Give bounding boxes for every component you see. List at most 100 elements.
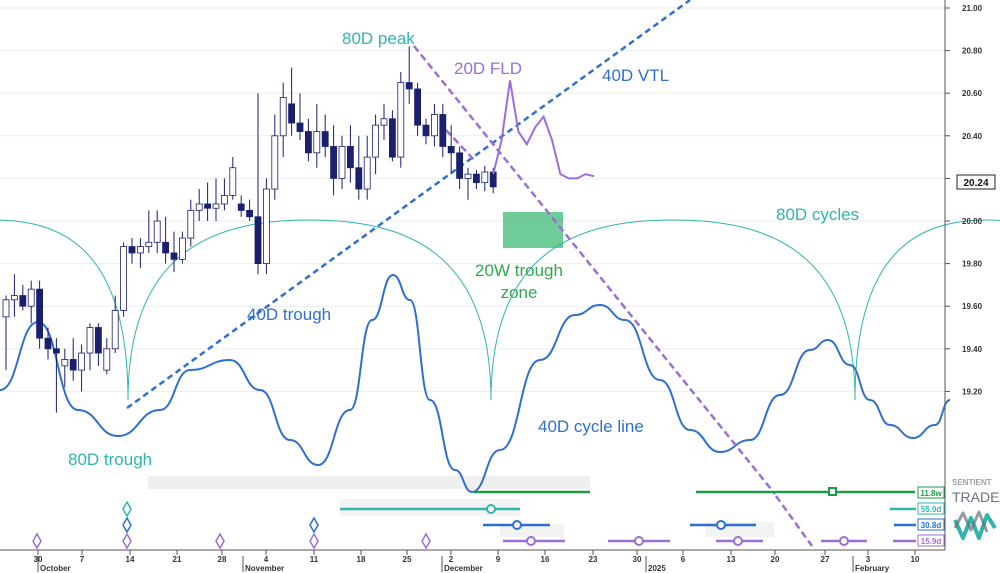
candle-body bbox=[27, 288, 35, 307]
y-tick-label: 21.00 bbox=[962, 4, 983, 13]
cycles-80d-arcs bbox=[0, 219, 1000, 401]
cycle-line-40d bbox=[0, 273, 951, 494]
cycle-phase-lines bbox=[340, 487, 916, 546]
candle-body bbox=[388, 118, 396, 158]
annotation-20w-trough: 20W trough bbox=[475, 261, 563, 280]
candle-body bbox=[170, 252, 178, 260]
annotation-40d-vtl: 40D VTL bbox=[602, 66, 669, 85]
candle-body bbox=[422, 124, 430, 137]
candle-body bbox=[330, 146, 338, 179]
x-tick-label: 23 bbox=[589, 555, 598, 564]
phase-marker bbox=[716, 520, 726, 530]
phase-marker bbox=[733, 536, 743, 546]
y-tick-label: 20.40 bbox=[962, 132, 983, 141]
month-label: November bbox=[245, 564, 284, 573]
vtl-line bbox=[126, 0, 691, 410]
phase-marker bbox=[839, 536, 849, 546]
cycle-diamonds bbox=[32, 500, 431, 550]
y-tick-label: 20.00 bbox=[962, 217, 983, 226]
cycle-label-15-9d: 15.9d bbox=[921, 537, 942, 546]
candle-body bbox=[10, 295, 18, 301]
candle-body bbox=[481, 171, 489, 184]
month-label: October bbox=[40, 564, 71, 573]
phase-marker bbox=[828, 487, 837, 496]
annotation-80d-trough: 80D trough bbox=[68, 450, 152, 469]
candle-body bbox=[95, 327, 102, 354]
candle-body bbox=[44, 337, 52, 350]
candle-body bbox=[78, 352, 85, 371]
candle-body bbox=[204, 203, 212, 209]
candle-body bbox=[195, 203, 203, 211]
month-label: December bbox=[444, 564, 483, 573]
logo-text-top: SENTIENT bbox=[952, 478, 992, 487]
cycle-diamond bbox=[122, 500, 132, 518]
candle-body bbox=[111, 310, 119, 350]
cycle-diamond bbox=[309, 532, 319, 550]
y-tick-label: 20.80 bbox=[962, 47, 983, 56]
cycle-diamond bbox=[215, 532, 225, 550]
vtl-40d-line bbox=[126, 0, 691, 410]
candle-body bbox=[36, 288, 43, 339]
phase-marker bbox=[486, 504, 496, 514]
candle-body bbox=[237, 203, 245, 211]
cycle-diamond bbox=[421, 532, 431, 550]
candle-body bbox=[380, 118, 388, 126]
candle-body bbox=[414, 88, 422, 126]
candle-body bbox=[489, 171, 497, 188]
phase-marker bbox=[512, 520, 522, 530]
candle-body bbox=[464, 173, 472, 179]
candle-body bbox=[254, 216, 262, 265]
candle-body bbox=[372, 124, 380, 158]
candle-body bbox=[53, 348, 60, 354]
candle-body bbox=[288, 103, 296, 124]
x-tick-label: 25 bbox=[403, 555, 412, 564]
candle-body bbox=[103, 348, 111, 371]
y-tick-label: 20.60 bbox=[962, 89, 983, 98]
candle-body bbox=[405, 82, 413, 90]
x-tick-label: 9 bbox=[496, 555, 501, 564]
x-tick-label: 11 bbox=[310, 555, 319, 564]
x-tick-label: 7 bbox=[80, 555, 85, 564]
candle-body bbox=[86, 327, 94, 354]
x-tick-label: 6 bbox=[681, 555, 686, 564]
candle-body bbox=[120, 246, 127, 311]
band-top bbox=[148, 476, 590, 489]
cycle-label-55d: 55.0d bbox=[921, 505, 942, 514]
logo-text-bottom: TRADER bbox=[952, 489, 1000, 505]
candle-body bbox=[61, 359, 69, 367]
x-tick-label: 27 bbox=[821, 555, 830, 564]
candle-body bbox=[69, 359, 77, 371]
candle-body bbox=[346, 146, 354, 169]
candle-body bbox=[212, 203, 220, 209]
x-axis: 30 7 14 21 28 4 11 18 25 2 9 16 23 30 6 13 20 27 3 10Octobe… bbox=[34, 550, 920, 573]
cycle-diamond bbox=[309, 516, 319, 534]
fld-20d-line bbox=[492, 80, 595, 180]
cycle-diamond bbox=[122, 532, 132, 550]
downtrend-line bbox=[413, 45, 814, 547]
x-tick-label: 20 bbox=[771, 555, 780, 564]
candle-body bbox=[338, 146, 346, 179]
candle-body bbox=[178, 237, 186, 260]
candle-body bbox=[296, 122, 304, 132]
cycle-period-labels: 11.8w 55.0d 30.8d 15.9d bbox=[917, 486, 945, 547]
annotations: 80D peak 20D FLD 40D VTL 80D cycles 20W … bbox=[68, 29, 859, 469]
candle-body bbox=[136, 246, 144, 254]
annotation-80d-cycles: 80D cycles bbox=[776, 205, 859, 224]
x-tick-label: 14 bbox=[126, 555, 135, 564]
candle-body bbox=[153, 220, 161, 243]
annotation-zone: zone bbox=[501, 283, 538, 302]
candle-body bbox=[246, 209, 254, 218]
candle-body bbox=[145, 241, 153, 247]
candle-body bbox=[271, 135, 279, 190]
x-tick-label: 28 bbox=[218, 555, 227, 564]
y-tick-label: 19.40 bbox=[962, 345, 983, 354]
x-tick-label: 21 bbox=[173, 555, 182, 564]
y-tick-label: 19.80 bbox=[962, 260, 983, 269]
cycle-diamond bbox=[32, 532, 42, 550]
trough-zone-20w bbox=[503, 212, 563, 248]
candle-body bbox=[279, 97, 287, 137]
cycle-label-30-8d: 30.8d bbox=[921, 521, 942, 530]
month-label: 2025 bbox=[648, 564, 666, 573]
downtrend-line-main bbox=[413, 45, 776, 495]
